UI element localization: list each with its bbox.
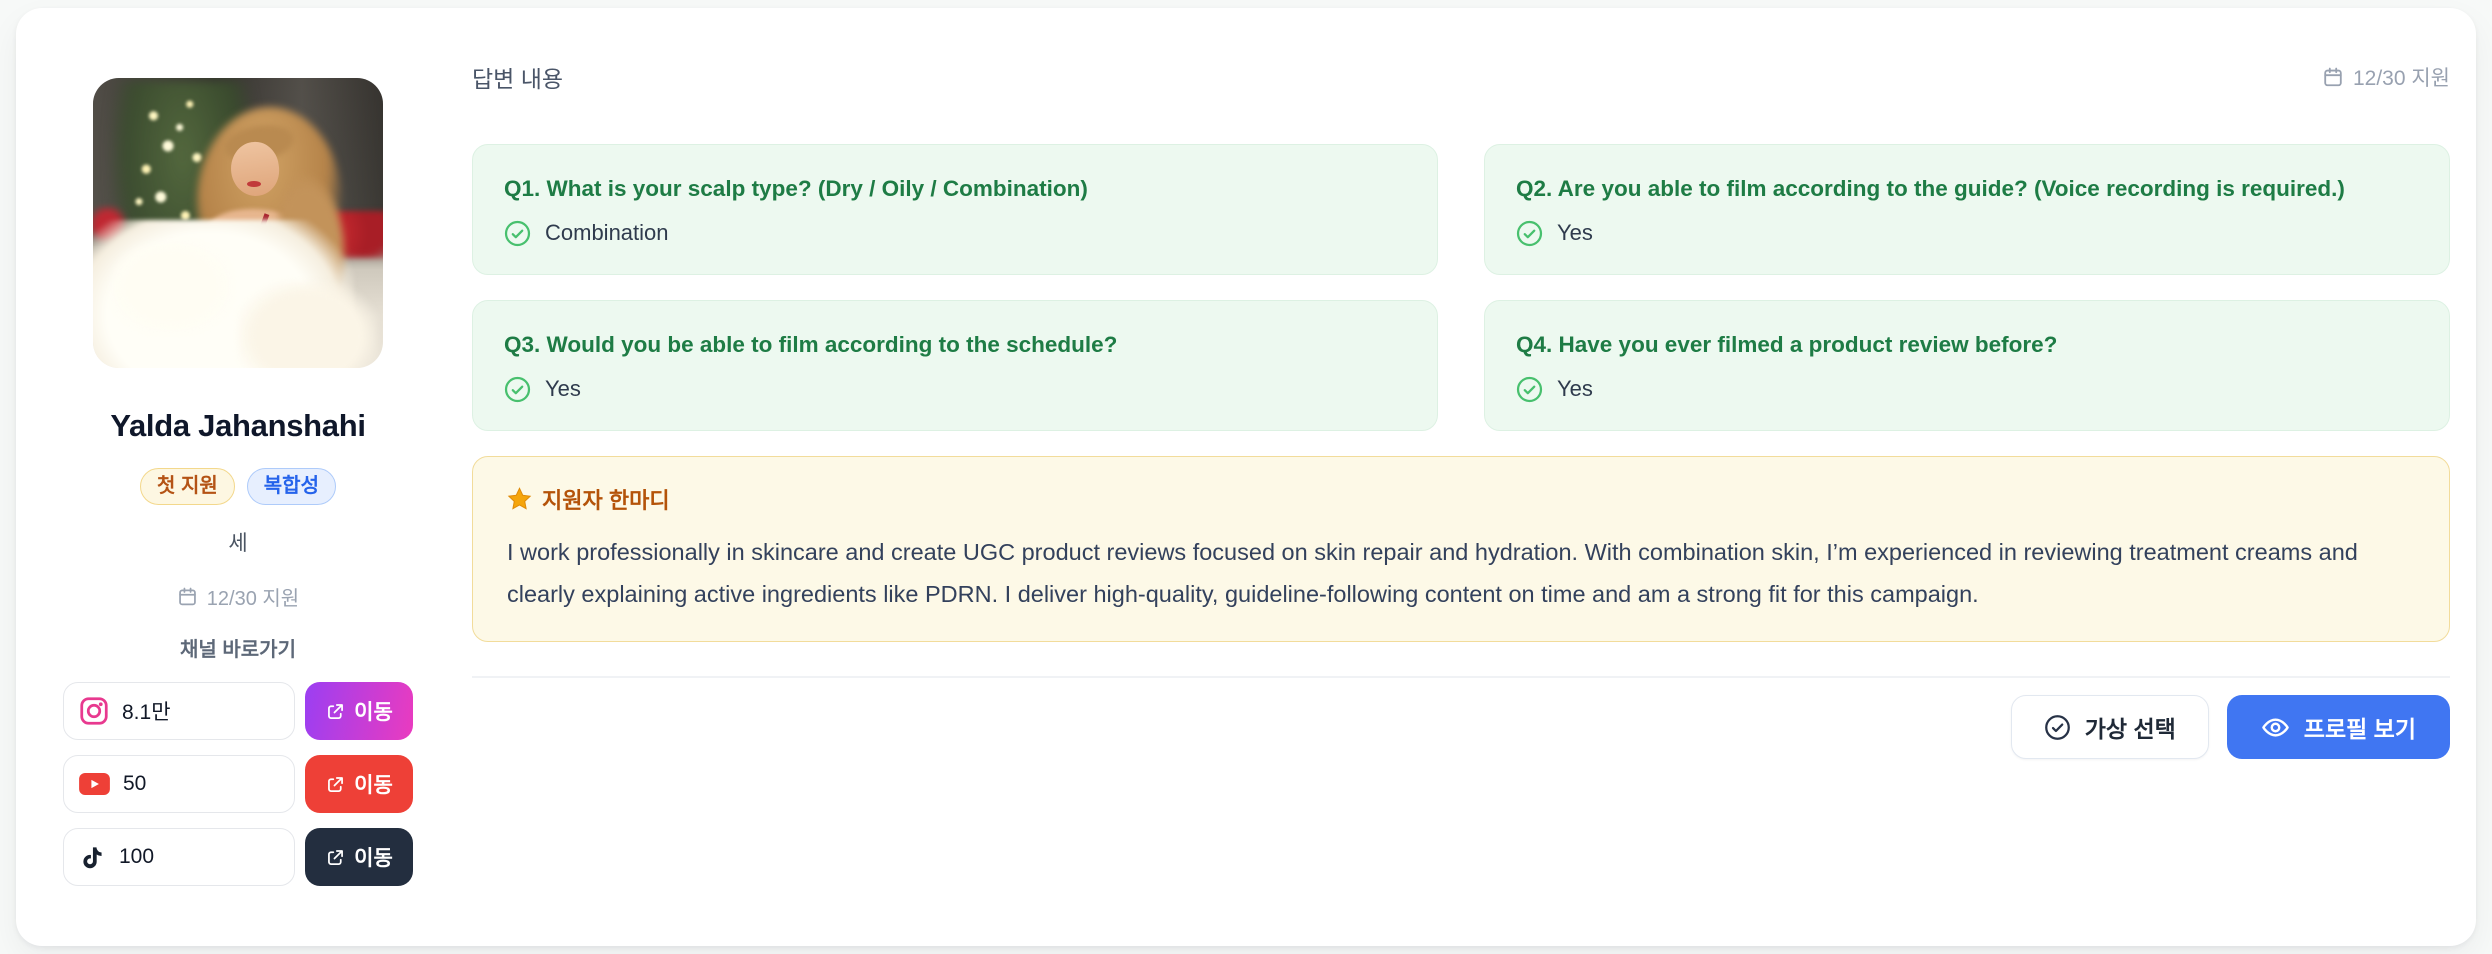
question-text: Q3. Would you be able to film according … [504, 331, 1118, 357]
check-circle-icon [1516, 376, 1543, 402]
instagram-row: 8.1만 이동 [63, 682, 413, 740]
check-circle-icon [504, 376, 531, 402]
question-text: Q1. What is your scalp type? (Dry / Oily… [504, 176, 1088, 201]
instagram-go-button[interactable]: 이동 [305, 682, 413, 740]
virtual-select-label: 가상 선택 [2084, 716, 2176, 743]
calendar-icon [2324, 67, 2342, 87]
answers-panel: 답변 내용 12/30 지원 Q1. What is your scalp ty… [460, 8, 2476, 946]
badge-list: 첫 지원 복합성 [140, 468, 336, 505]
answer-row: Yes [1516, 220, 2418, 247]
calendar-icon [178, 587, 196, 606]
answers-title: 답변 내용 [472, 66, 564, 92]
tiktok-go-button[interactable]: 이동 [305, 828, 413, 886]
check-circle-icon [504, 220, 531, 246]
footer-divider [472, 676, 2450, 679]
question-text: Q4. Have you ever filmed a product revie… [1516, 331, 2058, 357]
instagram-go-label: 이동 [354, 701, 393, 724]
skin-type-badge: 복합성 [246, 468, 336, 505]
comment-body: I work professionally in skincare and cr… [507, 538, 2358, 607]
check-circle-icon [1516, 220, 1543, 246]
answer-text: Yes [545, 376, 581, 401]
photo-fur-puff-left [110, 240, 233, 334]
photo-fur-puff-right [238, 281, 378, 368]
external-link-icon [328, 703, 344, 719]
youtube-go-button[interactable]: 이동 [305, 755, 413, 813]
youtube-go-label: 이동 [354, 774, 393, 797]
instagram-follower-box: 8.1만 [63, 682, 295, 740]
applicant-name: Yalda Jahanshahi [110, 408, 366, 443]
comment-title-row: 지원자 한마디 [507, 483, 2415, 515]
applicant-comment-box: 지원자 한마디 I work professionally in skincar… [472, 455, 2450, 643]
applied-date-label: 12/30 지원 [206, 588, 300, 610]
view-profile-button[interactable]: 프로필 보기 [2226, 695, 2450, 760]
footer-actions: 가상 선택 프로필 보기 [472, 695, 2450, 760]
comment-title: 지원자 한마디 [542, 487, 670, 513]
profile-photo [93, 78, 383, 368]
youtube-row: 50 이동 [63, 755, 413, 813]
applicant-card: Yalda Jahanshahi 첫 지원 복합성 세 12/30 지원 채널 … [16, 8, 2476, 946]
answer-text: Yes [1557, 376, 1593, 401]
question-column-left: Q1. What is your scalp type? (Dry / Oily… [472, 144, 1438, 431]
question-grid: Q1. What is your scalp type? (Dry / Oily… [472, 144, 2450, 431]
tiktok-follower-count: 100 [119, 845, 155, 868]
answer-row: Yes [1516, 376, 2418, 403]
eye-icon [2262, 718, 2289, 737]
applied-date: 12/30 지원 [177, 582, 299, 611]
youtube-follower-count: 50 [123, 772, 147, 795]
question-card-q3: Q3. Would you be able to film according … [472, 299, 1438, 431]
answer-row: Combination [504, 220, 1406, 247]
channel-list: 8.1만 이동 50 이동 [63, 682, 413, 886]
answer-text: Combination [545, 220, 669, 246]
tiktok-follower-box: 100 [63, 828, 295, 886]
question-card-q4: Q4. Have you ever filmed a product revie… [1484, 299, 2450, 431]
profile-sidebar: Yalda Jahanshahi 첫 지원 복합성 세 12/30 지원 채널 … [16, 8, 460, 946]
question-text: Q2. Are you able to film according to th… [1516, 176, 2345, 201]
virtual-select-button[interactable]: 가상 선택 [2010, 695, 2209, 760]
applied-date-top-right: 12/30 지원 [2322, 62, 2450, 92]
view-profile-label: 프로필 보기 [2303, 716, 2416, 743]
star-icon [507, 487, 532, 510]
first-application-badge: 첫 지원 [140, 468, 235, 505]
instagram-icon [80, 697, 108, 725]
external-link-icon [328, 849, 344, 865]
instagram-follower-count: 8.1만 [122, 701, 171, 724]
tiktok-icon [83, 846, 102, 868]
applied-date-label: 12/30 지원 [2352, 67, 2450, 90]
tiktok-row: 100 이동 [63, 828, 413, 886]
answer-row: Yes [504, 376, 1406, 403]
question-column-right: Q2. Are you able to film according to th… [1484, 144, 2450, 431]
question-card-q2: Q2. Are you able to film according to th… [1484, 144, 2450, 275]
youtube-icon [79, 773, 110, 795]
channel-shortcut-label: 채널 바로가기 [180, 639, 296, 661]
youtube-follower-box: 50 [63, 755, 295, 813]
check-circle-icon [2044, 714, 2070, 740]
age-label: 세 [228, 532, 248, 555]
photo-lips [246, 180, 262, 188]
answer-text: Yes [1557, 220, 1593, 246]
question-card-q1: Q1. What is your scalp type? (Dry / Oily… [472, 144, 1438, 275]
external-link-icon [328, 776, 344, 792]
tiktok-go-label: 이동 [354, 847, 393, 870]
answers-header: 답변 내용 12/30 지원 [472, 60, 2450, 94]
